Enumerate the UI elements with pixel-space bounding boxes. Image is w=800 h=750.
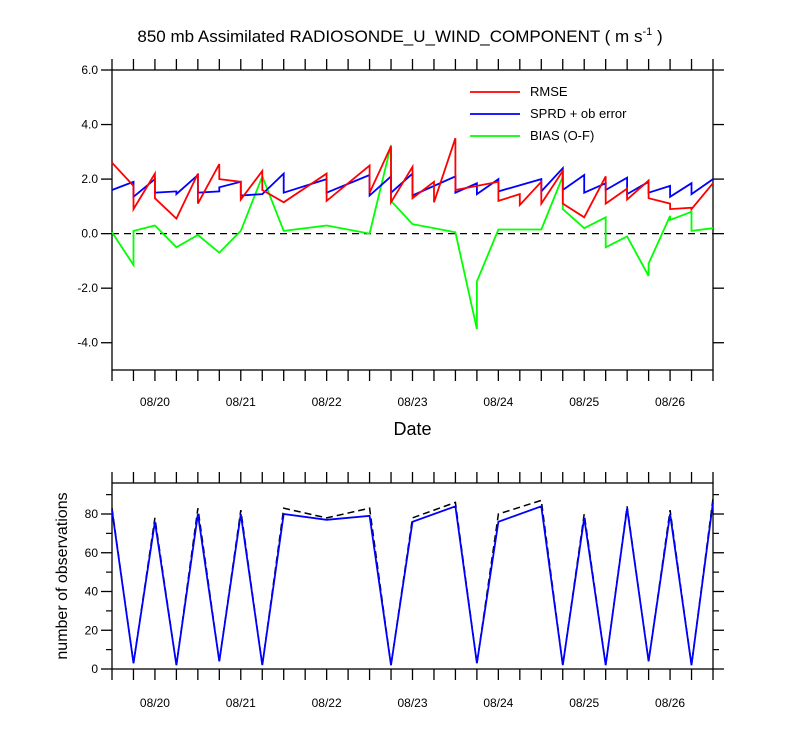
y-tick-label: -2.0 — [77, 281, 98, 295]
y-tick-label: 60 — [85, 546, 99, 560]
y-tick-label: 0 — [91, 662, 98, 676]
y-axis-label: number of observations — [54, 492, 71, 659]
series-assimilated — [111, 502, 714, 666]
y-tick-label: 20 — [85, 623, 99, 637]
series-bias-o-f — [111, 144, 714, 330]
x-tick-label: 08/24 — [483, 696, 513, 710]
legend-label: BIAS (O-F) — [530, 128, 594, 143]
y-tick-label: 6.0 — [81, 63, 98, 77]
x-tick-label: 08/21 — [226, 696, 256, 710]
series-rmse — [111, 137, 714, 221]
y-tick-label: 4.0 — [81, 118, 98, 132]
y-tick-label: 0.0 — [81, 227, 98, 241]
x-tick-label: 08/22 — [312, 696, 342, 710]
x-tick-label: 08/23 — [397, 696, 427, 710]
y-tick-label: -4.0 — [77, 336, 98, 350]
x-axis-label: Date — [393, 419, 431, 439]
y-tick-label: 2.0 — [81, 172, 98, 186]
y-tick-label: 80 — [85, 507, 99, 521]
chart-title: 850 mb Assimilated RADIOSONDE_U_WIND_COM… — [137, 26, 662, 46]
x-tick-label: 08/20 — [140, 395, 170, 409]
y-tick-label: 40 — [85, 585, 99, 599]
x-tick-label: 08/26 — [655, 696, 685, 710]
top-chart: 08/20 08/21 08/22 08/23 08/24 08/25 08/26 6.0 4.… — [77, 59, 724, 439]
bottom-chart: 08/20 08/21 08/22 08/23 08/24 08/25 08/26 0 20 40… — [54, 472, 724, 710]
x-tick-label: 08/24 — [483, 395, 513, 409]
plot-frame — [111, 482, 714, 670]
x-tick-label: 08/25 — [569, 395, 599, 409]
x-tick-label: 08/21 — [226, 395, 256, 409]
x-tick-label: 08/23 — [397, 395, 427, 409]
series-total — [111, 498, 714, 666]
x-tick-label: 08/26 — [655, 395, 685, 409]
legend-label: SPRD + ob error — [530, 106, 627, 121]
x-tick-label: 08/25 — [569, 696, 599, 710]
x-tick-label: 08/20 — [140, 696, 170, 710]
x-tick-label: 08/22 — [312, 395, 342, 409]
legend-label: RMSE — [530, 84, 568, 99]
